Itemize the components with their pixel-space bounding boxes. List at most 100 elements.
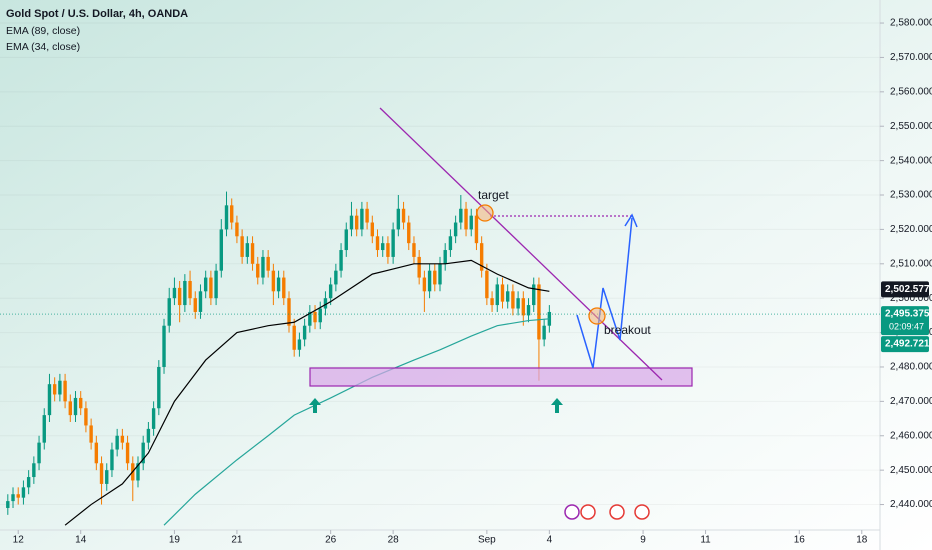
candle-body <box>193 298 197 312</box>
y-tick-label: 2,460.000 <box>890 430 932 441</box>
ema-line <box>64 259 550 526</box>
candle-body <box>99 463 104 484</box>
price-label: 2,502.577 <box>885 284 930 295</box>
candle-body <box>464 208 468 230</box>
y-tick-label: 2,450.000 <box>890 465 932 476</box>
candle-body <box>318 308 322 323</box>
candle-body <box>386 243 390 257</box>
candle-body <box>443 250 447 264</box>
chart-title: Gold Spot / U.S. Dollar, 4h, OANDA <box>6 8 188 20</box>
candle-body <box>365 208 369 223</box>
candle-body <box>183 280 187 306</box>
candle-body <box>235 222 239 237</box>
candle-body <box>125 442 130 464</box>
x-tick-label: 4 <box>547 535 553 546</box>
y-tick-label: 2,510.000 <box>890 258 932 269</box>
candle-body <box>339 250 343 271</box>
candle-body <box>417 256 421 278</box>
candle-body <box>438 263 442 285</box>
candle-body <box>391 229 395 257</box>
candle-body <box>469 215 473 230</box>
event-icon[interactable] <box>564 504 580 520</box>
candle-body <box>230 205 234 223</box>
candle-body <box>308 311 312 326</box>
price-label: 2,492.721 <box>885 339 930 350</box>
y-tick-label: 2,500.000 <box>890 293 932 304</box>
candle-body <box>271 270 276 292</box>
price-label-box <box>881 281 929 298</box>
candle-body <box>323 298 328 309</box>
candle-body <box>79 397 83 409</box>
candle-body <box>313 311 317 323</box>
candle-body <box>360 208 364 230</box>
candle-body <box>344 229 348 251</box>
x-tick-label: 19 <box>169 535 181 546</box>
legend-entry: EMA (89, close) <box>6 25 80 37</box>
candle-body <box>412 243 416 257</box>
candle-body <box>26 477 31 488</box>
candle-body <box>407 222 411 244</box>
candle-body <box>203 277 208 292</box>
candle-body <box>349 215 354 230</box>
candle-body <box>256 263 260 278</box>
annotation: breakout <box>604 323 651 337</box>
trend-line <box>379 107 663 381</box>
candle-body <box>495 284 499 306</box>
projection-path <box>576 217 633 369</box>
breakout-circle <box>588 307 606 325</box>
candle-body <box>500 284 505 302</box>
x-tick-label: 21 <box>231 535 243 546</box>
candle-body <box>375 236 380 251</box>
candle-body <box>297 339 302 350</box>
plot <box>0 22 880 526</box>
candle-body <box>474 215 479 244</box>
candle-body <box>448 236 453 251</box>
candle-body <box>433 270 437 285</box>
price-label-box <box>881 306 929 336</box>
candle-body <box>328 284 333 299</box>
event-icon[interactable] <box>580 504 596 520</box>
candle-body <box>511 291 515 309</box>
event-icon[interactable] <box>634 504 650 520</box>
up-arrow <box>309 398 321 413</box>
candle-body <box>42 415 46 443</box>
candle-body <box>505 291 510 302</box>
x-tick-label: 16 <box>794 535 806 546</box>
candle-body <box>89 425 93 443</box>
candle-body <box>68 401 72 416</box>
candle-body <box>479 243 484 271</box>
candle-body <box>167 298 171 326</box>
candle-body <box>250 243 255 264</box>
candle-body <box>334 270 338 285</box>
y-tick-label: 2,530.000 <box>890 190 932 201</box>
candle-body <box>94 442 99 464</box>
y-tick-label: 2,480.000 <box>890 362 932 373</box>
x-tick-label: 11 <box>700 535 711 546</box>
x-tick-label: Sep <box>478 535 496 546</box>
candle-body <box>32 463 36 478</box>
y-tick-label: 2,440.000 <box>890 499 932 510</box>
up-arrow <box>551 398 563 413</box>
candle-body <box>537 284 541 340</box>
candle-body <box>485 270 489 299</box>
x-tick-label: 9 <box>640 535 646 546</box>
drawings: target breakout <box>309 107 693 520</box>
candle-body <box>521 298 526 316</box>
candle-body <box>542 325 546 340</box>
x-tick-label: 12 <box>13 535 25 546</box>
candle-body <box>354 215 359 230</box>
candle-body <box>245 243 250 257</box>
candle-body <box>58 380 62 395</box>
candle-body <box>427 270 432 292</box>
candle-body <box>422 277 427 292</box>
candle-body <box>141 442 145 464</box>
candle-body <box>172 287 177 299</box>
candle-body <box>110 449 114 471</box>
candle-body <box>73 397 78 416</box>
y-tick-label: 2,550.000 <box>890 121 932 132</box>
event-icon[interactable] <box>609 504 625 520</box>
candle-body <box>6 501 10 508</box>
countdown: 02:09:47 <box>889 321 924 331</box>
candle-body <box>209 277 213 299</box>
